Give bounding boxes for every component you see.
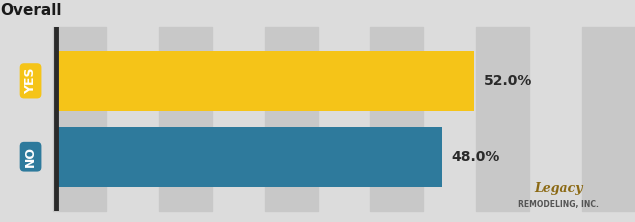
Text: YES: YES <box>24 67 37 94</box>
Bar <box>265 27 318 211</box>
Bar <box>159 27 211 211</box>
Text: NO: NO <box>24 146 37 167</box>
Bar <box>57 127 442 186</box>
Bar <box>582 27 635 211</box>
Text: REMODELING, INC.: REMODELING, INC. <box>518 200 599 209</box>
Text: 52.0%: 52.0% <box>484 74 532 88</box>
Text: Legacy: Legacy <box>535 182 583 195</box>
Bar <box>57 51 474 111</box>
Bar <box>476 27 529 211</box>
Bar <box>53 27 106 211</box>
Bar <box>370 27 424 211</box>
Text: Overall: Overall <box>0 3 62 18</box>
Text: 48.0%: 48.0% <box>451 150 500 164</box>
